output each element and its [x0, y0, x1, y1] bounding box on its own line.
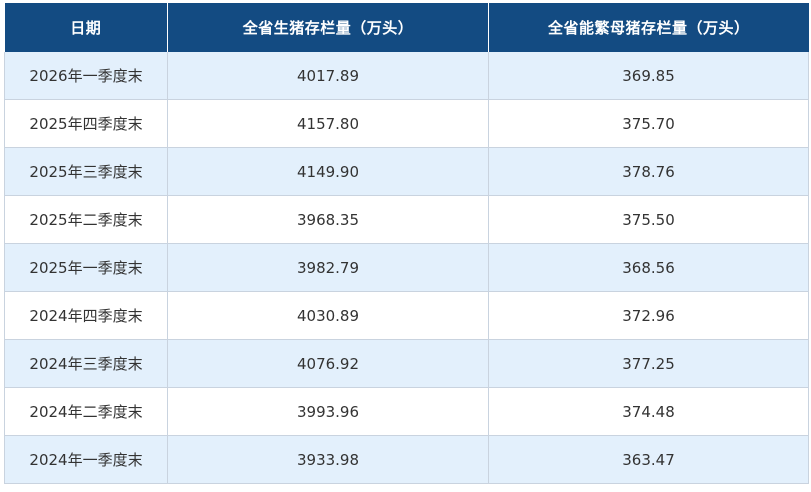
header-pig-inventory: 全省生猪存栏量（万头） [167, 3, 489, 52]
cell-pig-inventory: 4149.90 [167, 147, 489, 196]
cell-date: 2026年一季度末 [4, 52, 168, 100]
cell-date: 2024年三季度末 [4, 339, 168, 388]
cell-pig-inventory: 4030.89 [167, 291, 489, 340]
table-body: 2026年一季度末 4017.89 369.85 2025年四季度末 4157.… [4, 52, 809, 484]
table-row: 2025年三季度末 4149.90 378.76 [4, 147, 809, 196]
header-date: 日期 [4, 3, 168, 52]
cell-date: 2024年二季度末 [4, 387, 168, 436]
cell-pig-inventory: 3993.96 [167, 387, 489, 436]
cell-pig-inventory: 3968.35 [167, 195, 489, 244]
cell-sow-inventory: 363.47 [488, 435, 809, 484]
cell-pig-inventory: 3933.98 [167, 435, 489, 484]
cell-sow-inventory: 378.76 [488, 147, 809, 196]
cell-date: 2025年四季度末 [4, 99, 168, 148]
cell-pig-inventory: 3982.79 [167, 243, 489, 292]
cell-pig-inventory: 4017.89 [167, 52, 489, 100]
table-row: 2025年二季度末 3968.35 375.50 [4, 195, 809, 244]
cell-sow-inventory: 368.56 [488, 243, 809, 292]
table-row: 2025年四季度末 4157.80 375.70 [4, 99, 809, 148]
table-row: 2024年二季度末 3993.96 374.48 [4, 387, 809, 436]
table-row: 2025年一季度末 3982.79 368.56 [4, 243, 809, 292]
cell-sow-inventory: 375.50 [488, 195, 809, 244]
cell-date: 2025年一季度末 [4, 243, 168, 292]
table-header: 日期 全省生猪存栏量（万头） 全省能繁母猪存栏量（万头） [4, 3, 809, 52]
cell-sow-inventory: 369.85 [488, 52, 809, 100]
header-row: 日期 全省生猪存栏量（万头） 全省能繁母猪存栏量（万头） [4, 3, 809, 52]
table-row: 2026年一季度末 4017.89 369.85 [4, 52, 809, 100]
table-row: 2024年四季度末 4030.89 372.96 [4, 291, 809, 340]
cell-sow-inventory: 374.48 [488, 387, 809, 436]
data-table-container: 日期 全省生猪存栏量（万头） 全省能繁母猪存栏量（万头） 2026年一季度末 4… [4, 3, 809, 484]
cell-sow-inventory: 372.96 [488, 291, 809, 340]
cell-pig-inventory: 4076.92 [167, 339, 489, 388]
cell-date: 2024年四季度末 [4, 291, 168, 340]
cell-sow-inventory: 375.70 [488, 99, 809, 148]
cell-date: 2024年一季度末 [4, 435, 168, 484]
header-sow-inventory: 全省能繁母猪存栏量（万头） [488, 3, 809, 52]
pig-inventory-table: 日期 全省生猪存栏量（万头） 全省能繁母猪存栏量（万头） 2026年一季度末 4… [4, 3, 809, 484]
table-row: 2024年一季度末 3933.98 363.47 [4, 435, 809, 484]
cell-date: 2025年二季度末 [4, 195, 168, 244]
cell-date: 2025年三季度末 [4, 147, 168, 196]
cell-sow-inventory: 377.25 [488, 339, 809, 388]
table-row: 2024年三季度末 4076.92 377.25 [4, 339, 809, 388]
cell-pig-inventory: 4157.80 [167, 99, 489, 148]
